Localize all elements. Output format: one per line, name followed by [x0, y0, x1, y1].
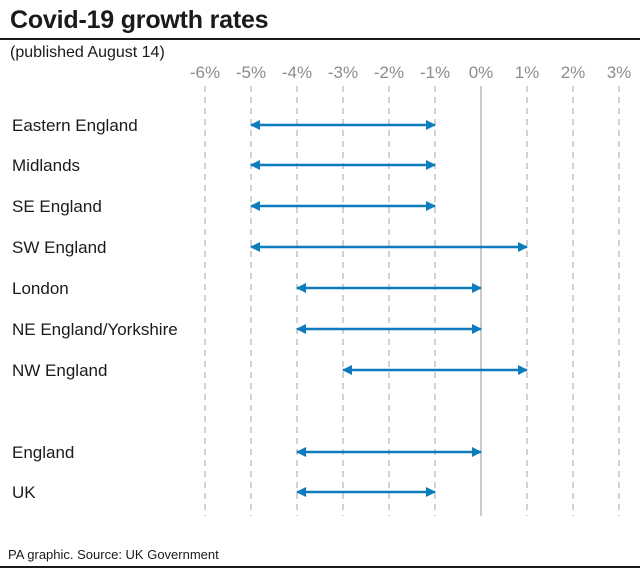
tick-label: -1%	[420, 63, 450, 82]
tick-labels: -6% -5% -4% -3% -2% -1% 0% 1% 2% 3%	[190, 63, 631, 82]
category-label: SW England	[12, 238, 107, 257]
tick-label: -3%	[328, 63, 358, 82]
tick-label: 2%	[561, 63, 586, 82]
category-label: Midlands	[12, 156, 80, 175]
category-label: NW England	[12, 361, 107, 380]
range-arrows	[249, 119, 529, 498]
footer-rule	[0, 566, 640, 568]
chart-title: Covid-19 growth rates	[10, 6, 269, 34]
chart-subtitle: (published August 14)	[10, 44, 165, 61]
category-label: England	[12, 443, 74, 462]
category-label: London	[12, 279, 69, 298]
tick-label: 3%	[607, 63, 632, 82]
tick-label: -5%	[236, 63, 266, 82]
source-note: PA graphic. Source: UK Government	[8, 547, 219, 562]
tick-label: -2%	[374, 63, 404, 82]
category-label: Eastern England	[12, 116, 138, 135]
title-rule	[0, 38, 640, 40]
tick-label: 0%	[469, 63, 494, 82]
tick-label: 1%	[515, 63, 540, 82]
category-label: SE England	[12, 197, 102, 216]
category-labels: Eastern England Midlands SE England SW Engl…	[12, 116, 178, 502]
category-label: UK	[12, 483, 36, 502]
tick-label: -4%	[282, 63, 312, 82]
tick-label: -6%	[190, 63, 220, 82]
grid-layer	[204, 86, 620, 516]
category-label: NE England/Yorkshire	[12, 320, 178, 339]
